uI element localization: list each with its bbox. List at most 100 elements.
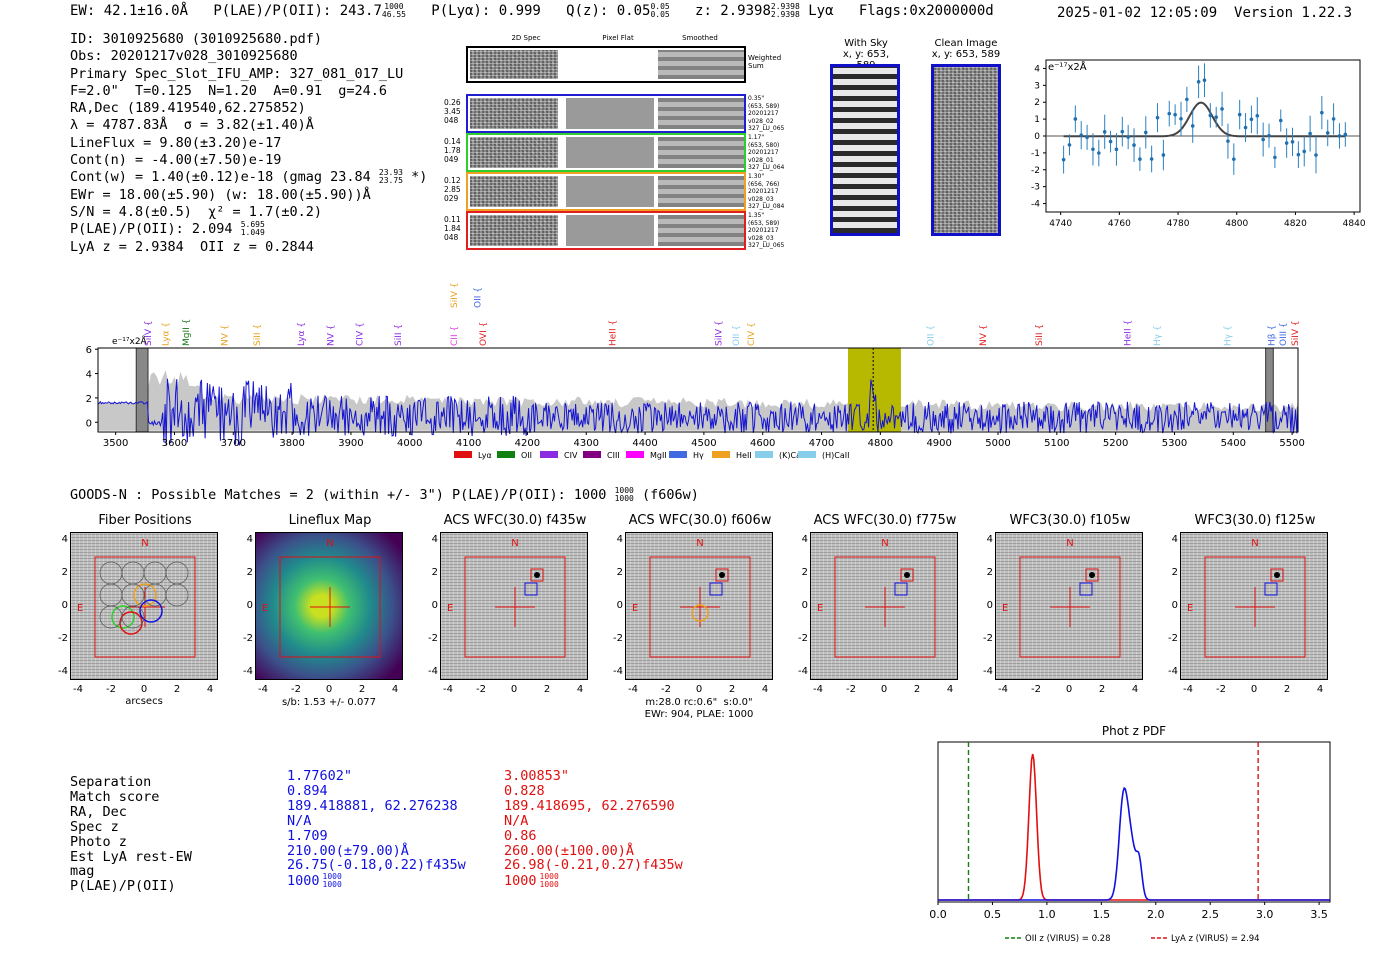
fit-data-point [1167, 111, 1172, 116]
cutout-ytick-label: -2 [983, 633, 993, 644]
cutout-xtick-label: -4 [998, 684, 1008, 695]
cutout-ytick-label: -2 [428, 633, 438, 644]
cutout-ytick-label: 2 [431, 567, 438, 578]
spec-xtick-label: 3800 [279, 438, 304, 449]
cutout-ytick-label: 0 [246, 600, 253, 611]
fit-xtick-label: 4780 [1167, 219, 1190, 229]
match-red-value: 260.00(±100.00)Å [504, 842, 635, 859]
fiber-circle-grey [121, 561, 145, 585]
clean-image [931, 64, 1001, 236]
weighted-2dspec [470, 50, 558, 79]
cutout-ytick-label: -4 [428, 666, 438, 677]
cutout-ytick-label: -4 [983, 666, 993, 677]
spec-xtick-label: 4300 [574, 438, 599, 449]
spec-xtick-label: 5000 [985, 438, 1010, 449]
info-id: ID: 3010925680 (3010925680.pdf) [70, 31, 322, 47]
match-blue-value: N/A [287, 812, 312, 829]
spec-xtick-label: 4500 [691, 438, 716, 449]
cutout-xtick-label: -2 [291, 684, 301, 695]
match-blue-value: 26.75(-0.18,0.22)f435w [287, 857, 466, 874]
header-z-hi: 2.9398 [770, 2, 800, 11]
fit-ytick-label: -2 [1031, 166, 1040, 176]
cutout-xtick-label: 0 [880, 684, 888, 695]
legend-swatch [540, 451, 558, 458]
col-label-2dspec: 2D Spec [511, 34, 541, 42]
cutout-overlay: NE [1187, 538, 1306, 658]
fit-data-point [1173, 112, 1177, 117]
spec-xtick-label: 3500 [103, 438, 128, 449]
spec-xtick-label: 5100 [1044, 438, 1069, 449]
fit-xtick-label: 4740 [1049, 219, 1072, 229]
spec-ytick-label: 0 [86, 418, 92, 429]
aperture-box [834, 556, 936, 658]
legend-swatch [798, 451, 816, 458]
match-red-value: 0.828 [504, 782, 545, 799]
photz-plot: 0.0 0.5 1.0 1.5 2.0 2.5 3.0 3.5 OII z (VIRUS) = … [929, 741, 1331, 944]
match-box-blue [709, 582, 723, 596]
fit-data-point [1261, 137, 1265, 142]
fit-data-point [1220, 107, 1224, 111]
spec-xtick-label: 4000 [397, 438, 422, 449]
fit-data-point [1179, 116, 1183, 121]
spectrum-line-label: SiIV { [1291, 320, 1301, 346]
fit-plot-ylabel: e⁻¹⁷x2Å [1048, 62, 1087, 73]
photz-frame [937, 741, 1331, 903]
cutout-row [466, 172, 746, 211]
source-blob [719, 572, 725, 578]
aperture-box [1019, 556, 1121, 658]
legend-label: (H)CaII [822, 451, 849, 460]
legend-label: (K)CaII [779, 451, 806, 460]
cutout-xtick-label: -4 [73, 684, 83, 695]
photz-legend-oii: OII z (VIRUS) = 0.28 [1025, 934, 1111, 944]
fit-ytick-label: -1 [1031, 149, 1040, 159]
spectrum-line-label: Hγ { [1223, 325, 1233, 346]
header-z-lo: 2.9398 [770, 10, 800, 19]
fit-data-point [1185, 97, 1189, 102]
match-red-value: 189.418695, 62.276590 [504, 797, 675, 814]
cutout-subtitle: s/b: 1.53 +/- 0.077 [281, 697, 377, 708]
fit-xtick-label: 4800 [1225, 219, 1248, 229]
fit-data-point [1143, 130, 1148, 135]
photz-xtick-label: 0.5 [984, 908, 1002, 921]
header-ew: EW: 42.1±16.0Å [70, 3, 189, 19]
photz-xtick-label: 1.0 [1038, 908, 1056, 921]
legend-swatch [712, 451, 730, 458]
legend-swatch [454, 451, 472, 458]
catalog-headline-text: GOODS-N : Possible Matches = 2 (within +… [70, 487, 607, 503]
match-box-blue [524, 582, 538, 596]
fit-data-point [1331, 117, 1336, 121]
match-box-blue [894, 582, 908, 596]
fiber-circle-grey [165, 561, 189, 585]
spec-xtick-label: 4400 [632, 438, 657, 449]
weighted-sum-row [466, 46, 746, 83]
spectrum-line-label: SiII { [394, 324, 404, 346]
match-blue-value: 0.894 [287, 782, 328, 799]
cutout-overlay: NE [77, 538, 196, 658]
spec-xtick-label: 5300 [1162, 438, 1187, 449]
match-table-red: 3.00853" 0.828 189.418695, 62.276590 N/A 0.8… [504, 769, 683, 889]
cutout-overlay: NE [447, 538, 566, 658]
cutout-smoothed [658, 137, 744, 168]
header-plae-lo: 46.55 [381, 10, 406, 19]
cutout-pixelflat [566, 98, 654, 129]
header-plae: P(LAE)/P(OII): 243.7 [213, 3, 382, 19]
legend-swatch [669, 451, 687, 458]
photz-legend-lya: LyA z (VIRUS) = 2.94 [1171, 934, 1260, 944]
info-sn: S/N = 4.8(±0.5) χ² = 1.7(±0.2) [70, 203, 322, 220]
match-blue-frac-hi: 1000 [322, 872, 342, 882]
fit-data-point [1320, 110, 1324, 115]
cutout-ytick-label: -4 [798, 666, 808, 677]
fit-xtick-label: 4820 [1284, 219, 1307, 229]
match-blue-value: 1000 1000 1000 [287, 872, 342, 890]
match-blue-value: 210.00(±79.00)Å [287, 842, 409, 859]
cutout-ytick-label: -2 [613, 633, 623, 644]
match-box-red [715, 568, 729, 582]
photz-xtick-label: 0.0 [929, 908, 947, 921]
photz-xtick-label: 2.5 [1201, 908, 1219, 921]
match-table-label: Photo z [70, 833, 127, 850]
fit-data-point [1079, 133, 1084, 137]
info-lambda: λ = 4787.83Å σ = 3.82(±1.40)Å [70, 117, 314, 134]
spectrum-line-label: SiII { [253, 324, 263, 346]
cutout-xtick-label: -2 [476, 684, 486, 695]
